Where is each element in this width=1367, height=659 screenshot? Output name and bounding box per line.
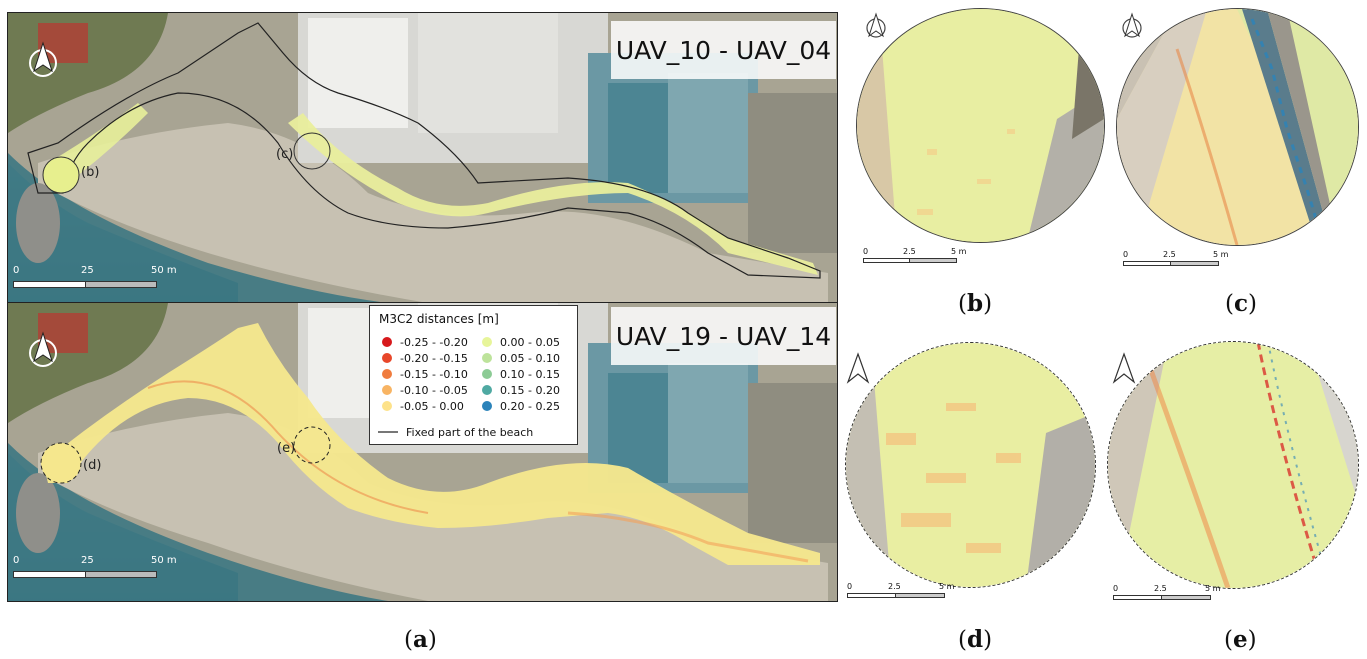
zoom-d-scale-bar: 0 2.5 5 m — [847, 582, 957, 606]
scale-tick: 5 m — [1205, 584, 1221, 593]
zoom-c-scale-bar: 0 2.5 5 m — [1123, 250, 1233, 274]
legend-item: -0.20 - -0.15 — [382, 351, 468, 365]
caption-letter: d — [966, 626, 984, 653]
caption-e: (e) — [1224, 626, 1257, 653]
legend-item: 0.15 - 0.20 — [482, 383, 560, 397]
legend-label: 0.15 - 0.20 — [500, 383, 560, 397]
legend-swatch — [382, 369, 392, 379]
zoom-circle-d — [845, 342, 1096, 588]
scale-tick: 0 — [1123, 250, 1129, 259]
legend-label: 0.00 - 0.05 — [500, 335, 560, 349]
scale-tick: 5 m — [951, 247, 967, 256]
legend-label: Fixed part of the beach — [406, 425, 534, 439]
legend-swatch — [382, 401, 392, 411]
legend-swatch — [382, 385, 392, 395]
scale-tick: 25 — [81, 555, 94, 566]
circle-label-d: (d) — [83, 458, 102, 473]
scale-tick: 2.5 — [888, 582, 901, 591]
scale-tick: 0 — [13, 265, 20, 276]
top-map-scale-bar: 0 25 50 m — [13, 265, 177, 295]
scale-tick: 2.5 — [1163, 250, 1176, 259]
legend-swatch — [382, 337, 392, 347]
scale-tick: 50 m — [151, 555, 177, 566]
legend-item-fixed: Fixed part of the beach — [378, 425, 533, 439]
caption-b: (b) — [958, 290, 993, 317]
top-map-title: UAV_10 - UAV_04 — [611, 21, 836, 79]
caption-letter: b — [966, 290, 984, 317]
scale-tick: 2.5 — [1154, 584, 1167, 593]
legend-label: -0.20 - -0.15 — [400, 351, 468, 365]
zoom-e-image — [1108, 342, 1358, 588]
legend-swatch — [382, 353, 392, 363]
scale-tick: 0 — [847, 582, 853, 591]
legend-title: M3C2 distances [m] — [379, 312, 499, 326]
legend-label: -0.15 - -0.10 — [400, 367, 468, 381]
zoom-e-scale-bar: 0 2.5 5 m — [1113, 584, 1223, 608]
legend: M3C2 distances [m] -0.25 - -0.20 -0.20 -… — [369, 305, 578, 445]
north-arrow-icon — [29, 41, 57, 77]
caption-letter: c — [1233, 290, 1248, 317]
legend-item: -0.10 - -0.05 — [382, 383, 468, 397]
zoom-d-image — [846, 343, 1095, 587]
legend-label: 0.20 - 0.25 — [500, 399, 560, 413]
scale-tick: 0 — [863, 247, 869, 256]
caption-letter: a — [412, 626, 428, 653]
legend-swatch — [482, 401, 492, 411]
caption-a: (a) — [404, 626, 437, 653]
caption-d: (d) — [958, 626, 993, 653]
caption-letter: e — [1232, 626, 1248, 653]
legend-label: 0.05 - 0.10 — [500, 351, 560, 365]
scale-tick: 2.5 — [903, 247, 916, 256]
scale-tick: 25 — [81, 265, 94, 276]
legend-item: -0.15 - -0.10 — [382, 367, 468, 381]
legend-item: -0.25 - -0.20 — [382, 335, 468, 349]
legend-swatch — [482, 353, 492, 363]
north-arrow-icon — [866, 12, 886, 38]
scale-tick: 50 m — [151, 265, 177, 276]
circle-label-c: (c) — [276, 147, 294, 162]
zoom-circle-c — [1116, 8, 1359, 246]
legend-item: 0.00 - 0.05 — [482, 335, 560, 349]
legend-label: -0.05 - 0.00 — [400, 399, 464, 413]
zoom-b-image — [857, 9, 1104, 242]
legend-swatch — [482, 385, 492, 395]
scale-tick: 0 — [13, 555, 20, 566]
legend-label: 0.10 - 0.15 — [500, 367, 560, 381]
legend-item: -0.05 - 0.00 — [382, 399, 464, 413]
zoom-circle-e — [1107, 341, 1359, 589]
top-map: UAV_10 - UAV_04 (b) (c) 0 25 50 m — [7, 12, 838, 304]
legend-line-swatch — [378, 431, 398, 433]
north-arrow-icon — [846, 352, 870, 384]
bottom-map-scale-bar: 0 25 50 m — [13, 555, 177, 585]
north-arrow-icon — [1112, 352, 1136, 384]
north-arrow-icon — [1122, 12, 1142, 38]
legend-swatch — [482, 337, 492, 347]
zoom-circle-b — [856, 8, 1105, 243]
legend-label: -0.10 - -0.05 — [400, 383, 468, 397]
north-arrow-icon — [29, 331, 57, 367]
legend-label: -0.25 - -0.20 — [400, 335, 468, 349]
legend-item: 0.10 - 0.15 — [482, 367, 560, 381]
scale-tick: 5 m — [939, 582, 955, 591]
scale-tick: 0 — [1113, 584, 1119, 593]
zoom-b-scale-bar: 0 2.5 5 m — [863, 247, 968, 271]
circle-label-b: (b) — [81, 165, 100, 180]
scale-tick: 5 m — [1213, 250, 1229, 259]
legend-swatch — [482, 369, 492, 379]
bottom-map-title: UAV_19 - UAV_14 — [611, 307, 836, 365]
zoom-c-image — [1117, 9, 1358, 245]
caption-c: (c) — [1225, 290, 1257, 317]
legend-item: 0.20 - 0.25 — [482, 399, 560, 413]
circle-label-e: (e) — [277, 441, 296, 456]
legend-item: 0.05 - 0.10 — [482, 351, 560, 365]
